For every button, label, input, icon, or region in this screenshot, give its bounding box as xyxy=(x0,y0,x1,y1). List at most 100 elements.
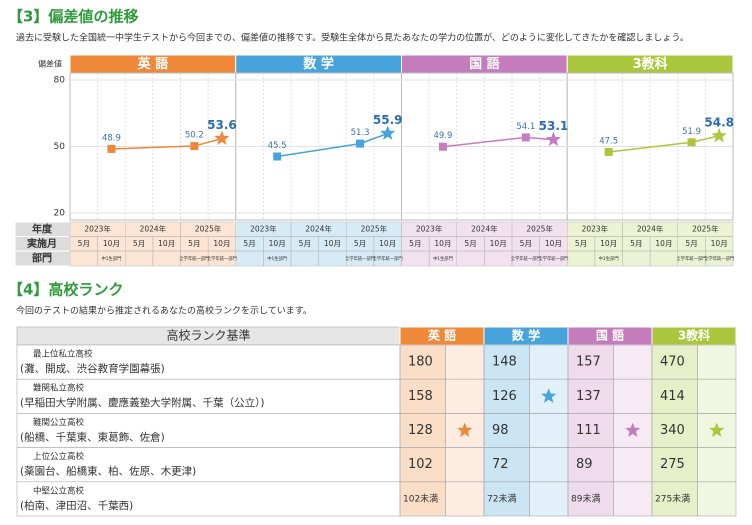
y-tick-label: 20 xyxy=(54,209,66,219)
month-label: 10月 xyxy=(600,239,617,248)
score-cell xyxy=(567,378,614,414)
month-label: 5月 xyxy=(78,239,90,248)
subject-header: 数 学 xyxy=(512,328,540,343)
rank-schools: (早稲田大学附属、慶應義塾大学附属、千葉（公立）) xyxy=(20,396,264,409)
month-label: 10月 xyxy=(158,239,175,248)
year-label: 2024年 xyxy=(637,223,664,233)
division-label: 中1生部門 xyxy=(101,255,121,262)
month-label: 5月 xyxy=(188,239,200,248)
score: 98 xyxy=(492,423,509,438)
score: 126 xyxy=(492,389,517,404)
value-label: 51.3 xyxy=(351,128,370,138)
star-cell xyxy=(697,447,737,483)
rank-schools: (灘、開成、渋谷教育学園幕張) xyxy=(20,362,165,375)
score-cell xyxy=(399,344,446,380)
score-cell xyxy=(399,447,446,483)
rank-name: 難関公立高校 xyxy=(33,417,85,428)
division-cell xyxy=(318,250,347,267)
month-label: 5月 xyxy=(520,239,532,248)
score: 89 xyxy=(576,457,593,472)
score-cell xyxy=(651,344,698,380)
division-cell xyxy=(484,250,513,267)
trend-segment xyxy=(608,141,692,153)
rank-name: 中堅公立高校 xyxy=(33,485,85,496)
rank-schools: (船橋、千葉東、東葛飾、佐倉) xyxy=(20,430,165,443)
point xyxy=(190,142,199,151)
score: 111 xyxy=(576,423,601,438)
year-label: 2025年 xyxy=(692,223,719,233)
value-label: 55.9 xyxy=(373,113,403,127)
month-label: 10月 xyxy=(269,239,286,248)
trend-segment xyxy=(277,142,361,158)
score-cell xyxy=(651,413,698,448)
month-label: 10月 xyxy=(711,239,728,248)
section-description: 過去に受験した全国統一中学生テストから今回までの、偏差値の推移です。受験生全体か… xyxy=(16,32,689,44)
division-label: 全学年統一部門 xyxy=(677,255,707,262)
score: 102 xyxy=(408,457,433,472)
latest-star xyxy=(711,127,727,143)
score: 89未満 xyxy=(571,492,600,504)
month-label: 10月 xyxy=(545,239,562,248)
score: 275未満 xyxy=(655,492,690,504)
latest-star xyxy=(380,125,396,140)
division-cell xyxy=(401,250,430,267)
score: 158 xyxy=(408,389,433,404)
value-label: 54.8 xyxy=(704,115,734,129)
rank-cell xyxy=(16,378,401,414)
star-cell xyxy=(529,481,569,517)
trend-segment xyxy=(691,135,720,144)
point xyxy=(107,144,116,153)
score-cell xyxy=(651,378,698,414)
section-title: 【3】偏差値の推移 xyxy=(8,8,138,26)
month-label: 5月 xyxy=(299,239,311,248)
subject-header: 英 語 xyxy=(428,328,456,343)
point xyxy=(604,148,613,157)
score: 414 xyxy=(660,389,685,404)
score: 470 xyxy=(660,355,685,370)
division-cell xyxy=(125,250,154,267)
star-cell xyxy=(445,447,485,483)
division-cell xyxy=(290,250,319,267)
month-label: 10月 xyxy=(434,239,451,248)
subject-header: 国 語 xyxy=(596,329,624,343)
division-label: 全学年統一部門 xyxy=(538,255,568,262)
value-label: 54.1 xyxy=(516,122,535,132)
panel-title: 3教科 xyxy=(633,56,668,72)
rank-star xyxy=(625,422,641,437)
star-cell xyxy=(613,344,653,380)
division-cell xyxy=(567,250,596,267)
point xyxy=(521,133,530,142)
star-cell xyxy=(613,481,653,517)
value-label: 49.9 xyxy=(433,131,452,141)
division-cell xyxy=(705,250,734,267)
rank-star xyxy=(457,422,473,437)
score-cell xyxy=(483,413,530,448)
y-axis-label: 偏差値 xyxy=(38,59,62,69)
value-label: 53.6 xyxy=(207,118,237,132)
y-tick-label: 50 xyxy=(54,142,66,152)
score: 72 xyxy=(492,457,509,472)
point xyxy=(438,142,447,151)
rank-schools: (薬園台、船橋東、柏、佐原、木更津) xyxy=(20,465,196,478)
star-cell xyxy=(613,447,653,483)
trend-segment xyxy=(442,136,526,148)
value-label: 45.5 xyxy=(268,141,287,151)
row-label: 年度 xyxy=(32,222,53,235)
row-label: 実施月 xyxy=(27,237,57,250)
year-label: 2024年 xyxy=(305,223,332,233)
section-title: 【4】高校ランク xyxy=(8,281,123,299)
star-cell xyxy=(697,344,737,380)
score: 180 xyxy=(408,355,433,370)
month-label: 10月 xyxy=(324,239,341,248)
rank-schools: (柏南、津田沼、千葉西) xyxy=(20,499,133,512)
trend-segment xyxy=(194,137,223,147)
score-cell xyxy=(651,447,698,483)
month-label: 10月 xyxy=(655,239,672,248)
score-cell xyxy=(651,481,698,517)
division-label: 全学年統一部門 xyxy=(704,255,734,262)
score-cell xyxy=(567,447,614,483)
year-label: 2023年 xyxy=(582,223,609,233)
month-label: 10月 xyxy=(379,239,396,248)
point xyxy=(273,152,282,161)
rank-star xyxy=(541,388,557,403)
